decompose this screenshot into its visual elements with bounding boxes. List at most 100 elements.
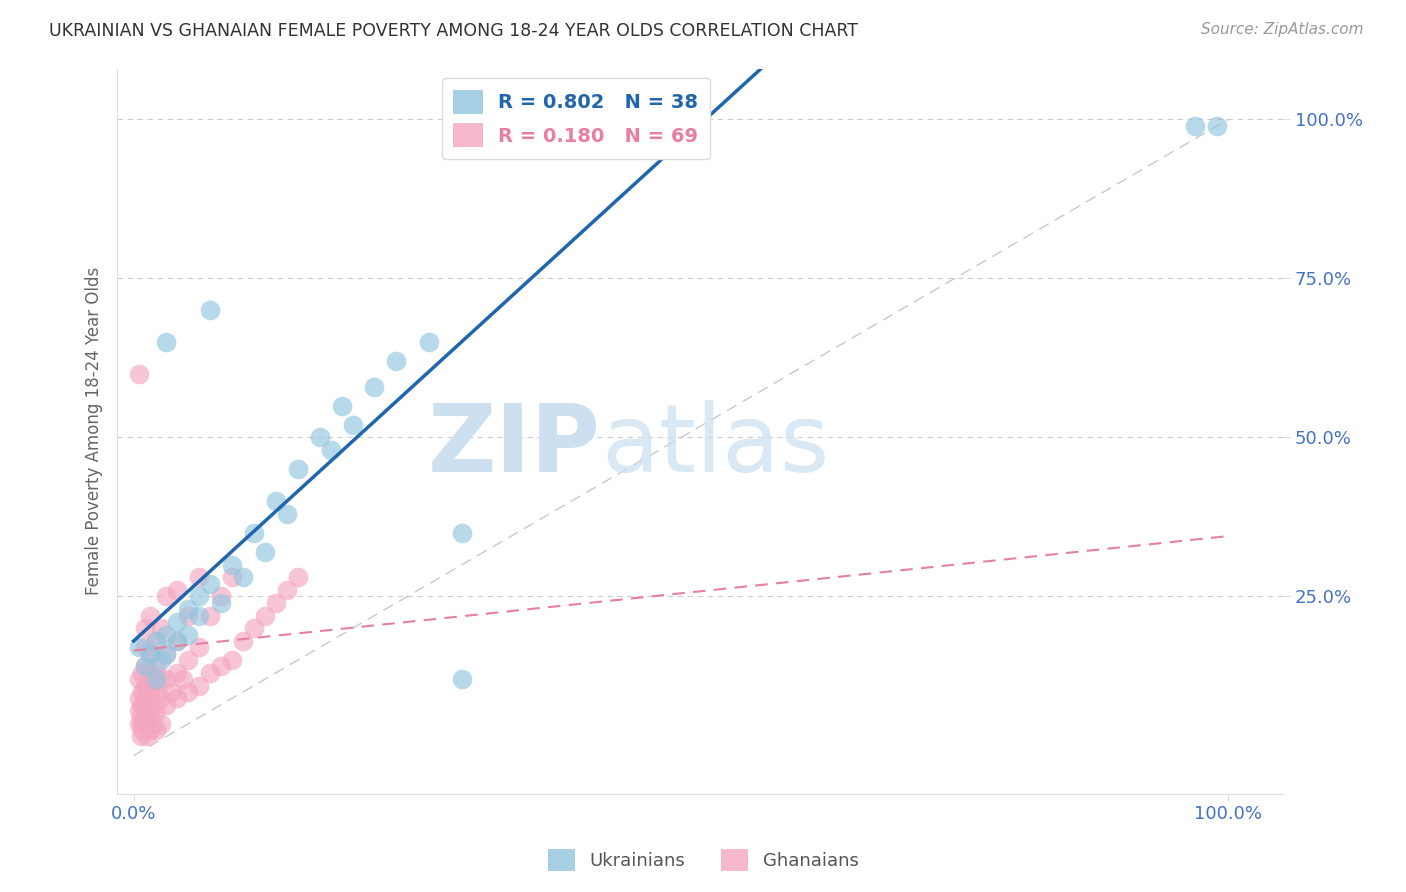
- Point: [134, 716, 156, 731]
- Point: [342, 417, 364, 432]
- Point: [188, 570, 211, 584]
- Point: [145, 672, 167, 686]
- Point: [149, 653, 172, 667]
- Point: [209, 659, 232, 673]
- Point: [131, 723, 153, 737]
- Point: [166, 691, 188, 706]
- Point: [135, 710, 157, 724]
- Point: [1184, 119, 1206, 133]
- Point: [155, 647, 177, 661]
- Point: [209, 590, 232, 604]
- Point: [418, 334, 440, 349]
- Point: [155, 647, 177, 661]
- Point: [128, 672, 150, 686]
- Point: [128, 691, 150, 706]
- Point: [160, 685, 183, 699]
- Point: [135, 685, 157, 699]
- Point: [221, 558, 243, 572]
- Point: [149, 621, 172, 635]
- Point: [128, 640, 150, 655]
- Point: [166, 634, 188, 648]
- Legend: R = 0.802   N = 38, R = 0.180   N = 69: R = 0.802 N = 38, R = 0.180 N = 69: [441, 78, 710, 159]
- Point: [200, 576, 222, 591]
- Point: [129, 698, 152, 712]
- Point: [149, 716, 172, 731]
- Point: [139, 704, 162, 718]
- Point: [139, 647, 162, 661]
- Point: [155, 672, 177, 686]
- Point: [253, 608, 276, 623]
- Y-axis label: Female Poverty Among 18-24 Year Olds: Female Poverty Among 18-24 Year Olds: [86, 267, 103, 595]
- Point: [134, 710, 156, 724]
- Text: Source: ZipAtlas.com: Source: ZipAtlas.com: [1201, 22, 1364, 37]
- Point: [319, 443, 342, 458]
- Point: [142, 672, 165, 686]
- Point: [145, 723, 167, 737]
- Point: [177, 685, 200, 699]
- Point: [129, 730, 152, 744]
- Point: [155, 627, 177, 641]
- Point: [128, 716, 150, 731]
- Point: [276, 583, 298, 598]
- Point: [200, 303, 222, 318]
- Point: [166, 583, 188, 598]
- Point: [155, 590, 177, 604]
- Point: [134, 679, 156, 693]
- Point: [308, 430, 330, 444]
- Point: [287, 462, 309, 476]
- Point: [177, 627, 200, 641]
- Point: [166, 615, 188, 629]
- Point: [139, 647, 162, 661]
- Point: [139, 723, 162, 737]
- Point: [253, 545, 276, 559]
- Point: [1206, 119, 1229, 133]
- Point: [209, 596, 232, 610]
- Point: [139, 685, 162, 699]
- Legend: Ukrainians, Ghanaians: Ukrainians, Ghanaians: [540, 842, 866, 879]
- Text: ZIP: ZIP: [429, 400, 600, 491]
- Point: [385, 354, 408, 368]
- Point: [131, 685, 153, 699]
- Point: [232, 634, 254, 648]
- Point: [221, 653, 243, 667]
- Point: [134, 659, 156, 673]
- Point: [135, 730, 157, 744]
- Point: [177, 608, 200, 623]
- Point: [149, 672, 172, 686]
- Point: [134, 659, 156, 673]
- Point: [188, 590, 211, 604]
- Point: [134, 704, 156, 718]
- Point: [172, 672, 194, 686]
- Point: [221, 570, 243, 584]
- Point: [451, 672, 474, 686]
- Point: [131, 665, 153, 680]
- Point: [243, 621, 266, 635]
- Point: [166, 634, 188, 648]
- Point: [188, 640, 211, 655]
- Point: [451, 119, 474, 133]
- Point: [276, 507, 298, 521]
- Point: [128, 367, 150, 381]
- Point: [243, 525, 266, 540]
- Point: [188, 608, 211, 623]
- Point: [166, 665, 188, 680]
- Point: [451, 125, 474, 139]
- Point: [145, 634, 167, 648]
- Point: [134, 621, 156, 635]
- Point: [145, 704, 167, 718]
- Point: [142, 698, 165, 712]
- Point: [145, 659, 167, 673]
- Point: [134, 640, 156, 655]
- Point: [155, 334, 177, 349]
- Point: [451, 525, 474, 540]
- Text: atlas: atlas: [600, 400, 830, 491]
- Point: [134, 691, 156, 706]
- Text: UKRAINIAN VS GHANAIAN FEMALE POVERTY AMONG 18-24 YEAR OLDS CORRELATION CHART: UKRAINIAN VS GHANAIAN FEMALE POVERTY AMO…: [49, 22, 858, 40]
- Point: [177, 602, 200, 616]
- Point: [131, 716, 153, 731]
- Point: [139, 665, 162, 680]
- Point: [177, 653, 200, 667]
- Point: [129, 710, 152, 724]
- Point: [287, 570, 309, 584]
- Point: [200, 608, 222, 623]
